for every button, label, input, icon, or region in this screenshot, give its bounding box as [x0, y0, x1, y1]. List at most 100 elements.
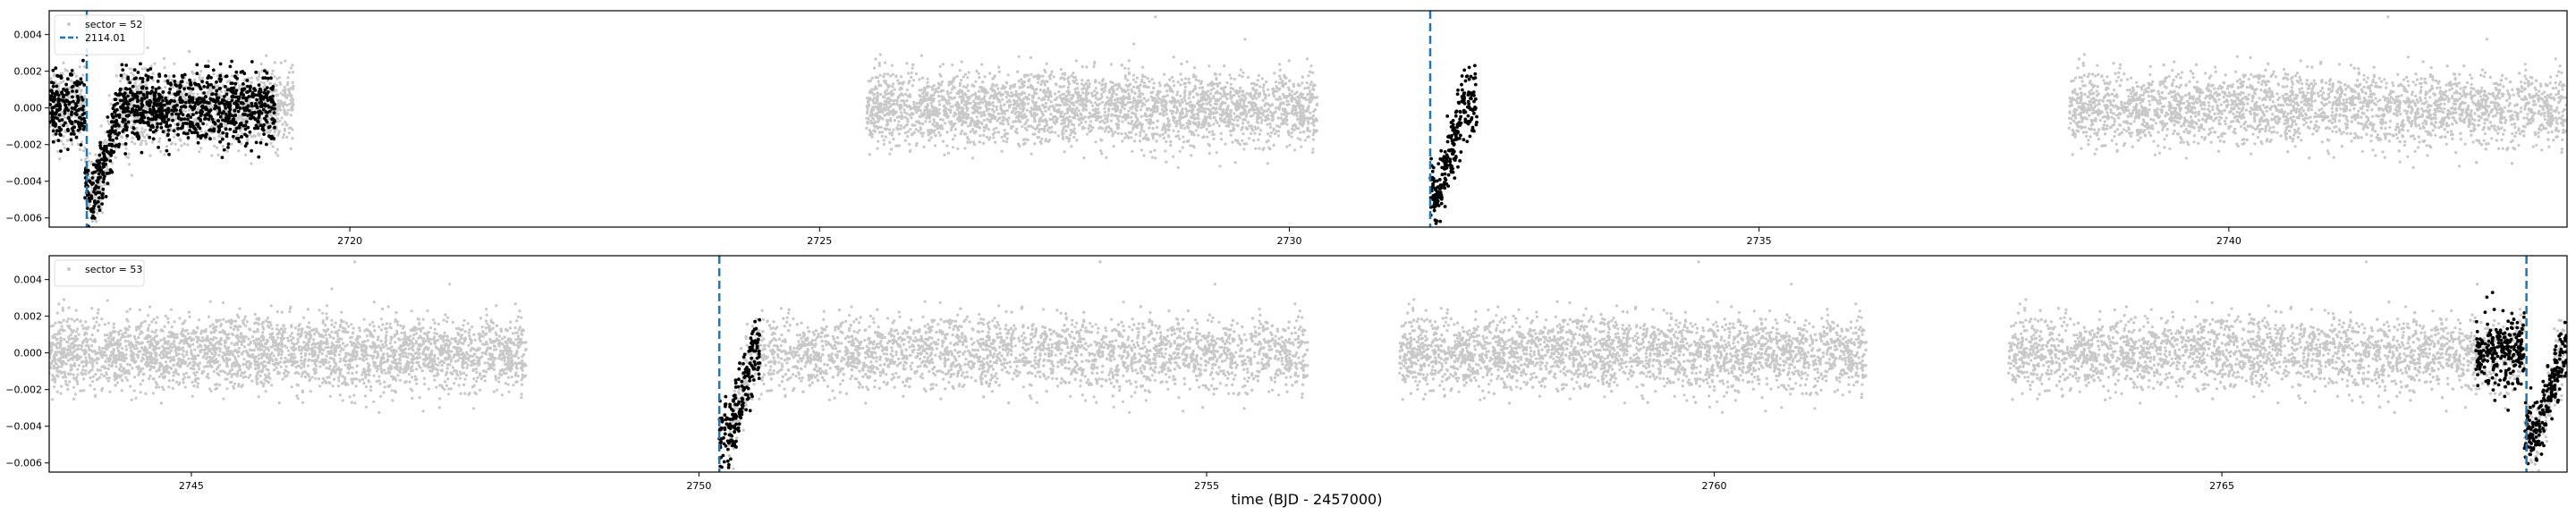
flux-point — [82, 149, 86, 153]
flux-point — [879, 106, 883, 109]
flux-point — [1201, 121, 1205, 124]
flux-point — [1279, 77, 1283, 80]
flux-point — [1071, 122, 1074, 126]
flux-point — [1233, 118, 1236, 122]
flux-point — [1095, 103, 1099, 106]
flux-point — [1273, 72, 1276, 75]
flux-point — [201, 76, 205, 80]
flux-point — [140, 131, 144, 135]
flux-point — [1043, 83, 1046, 87]
flux-point — [991, 101, 995, 105]
flux-point — [953, 134, 957, 138]
flux-point — [903, 92, 908, 96]
flux-point — [1134, 132, 1138, 136]
flux-point — [1242, 148, 1246, 151]
flux-point — [49, 125, 52, 129]
flux-point — [1201, 136, 1205, 139]
flux-point — [927, 133, 930, 137]
flux-point — [1201, 102, 1205, 106]
flux-point — [949, 128, 953, 131]
flux-point — [231, 74, 234, 78]
flux-point — [878, 53, 882, 56]
flux-point — [1110, 113, 1114, 116]
flux-point — [1080, 104, 1084, 107]
flux-point — [1234, 107, 1238, 111]
flux-point — [1209, 110, 1213, 114]
flux-point — [128, 67, 131, 71]
flux-point — [940, 124, 944, 128]
flux-point — [1168, 78, 1172, 81]
flux-point — [902, 111, 907, 114]
flux-point — [1133, 91, 1137, 95]
flux-point — [1174, 135, 1178, 139]
flux-point — [960, 98, 963, 102]
flux-point — [869, 131, 873, 134]
flux-point — [1006, 122, 1010, 126]
flux-point — [1305, 57, 1309, 61]
flux-point — [171, 92, 174, 96]
flux-point — [1032, 111, 1037, 114]
flux-point — [906, 135, 910, 139]
flux-point — [1138, 100, 1142, 104]
flux-point — [1226, 114, 1230, 117]
flux-point — [131, 73, 135, 77]
flux-point — [1016, 70, 1020, 73]
flux-point — [1176, 165, 1180, 169]
flux-point — [1115, 88, 1119, 91]
flux-point — [282, 105, 285, 108]
flux-point — [291, 63, 294, 67]
flux-point — [1086, 84, 1089, 88]
flux-point — [903, 139, 907, 142]
flux-point — [1020, 102, 1023, 106]
flux-point — [289, 66, 293, 70]
flux-point — [1131, 99, 1135, 103]
flux-point — [279, 82, 283, 86]
flux-point — [865, 97, 869, 100]
flux-point — [969, 140, 972, 144]
flux-point — [1229, 108, 1233, 113]
flux-point — [167, 74, 171, 79]
flux-point — [291, 80, 294, 84]
flux-point — [1179, 104, 1182, 107]
flux-point — [1139, 131, 1142, 134]
flux-point — [1279, 97, 1283, 101]
flux-point — [90, 160, 94, 164]
flux-point — [877, 84, 881, 88]
flux-point — [273, 75, 276, 79]
flux-point — [1172, 55, 1175, 59]
flux-point — [187, 108, 191, 112]
flux-point — [163, 153, 166, 156]
flux-point — [1167, 135, 1171, 139]
flux-point — [1003, 109, 1006, 114]
flux-point — [899, 111, 903, 114]
flux-point — [892, 99, 895, 103]
flux-point — [1013, 100, 1016, 104]
flux-point — [276, 154, 280, 157]
flux-point — [1030, 152, 1033, 156]
flux-point — [1212, 137, 1216, 140]
flux-point — [1309, 64, 1313, 68]
flux-point — [1227, 118, 1231, 122]
flux-point — [1072, 102, 1075, 106]
flux-point — [875, 87, 878, 90]
flux-point — [273, 61, 276, 64]
flux-point — [1162, 105, 1165, 108]
flux-point — [932, 131, 936, 134]
flux-point — [1225, 92, 1229, 96]
flux-point — [1054, 97, 1057, 101]
flux-point — [1183, 98, 1187, 102]
flux-point — [1036, 124, 1039, 128]
flux-point — [909, 107, 912, 111]
flux-point — [893, 88, 896, 91]
flux-point — [1260, 118, 1264, 122]
flux-point — [955, 91, 959, 96]
flux-point — [1290, 135, 1293, 139]
flux-point — [929, 136, 933, 139]
flux-point — [962, 114, 965, 117]
flux-point — [1106, 120, 1109, 123]
flux-point — [941, 63, 945, 66]
flux-point — [1131, 105, 1135, 108]
flux-point — [121, 135, 124, 139]
flux-point — [1150, 156, 1155, 159]
flux-point — [1014, 115, 1019, 120]
